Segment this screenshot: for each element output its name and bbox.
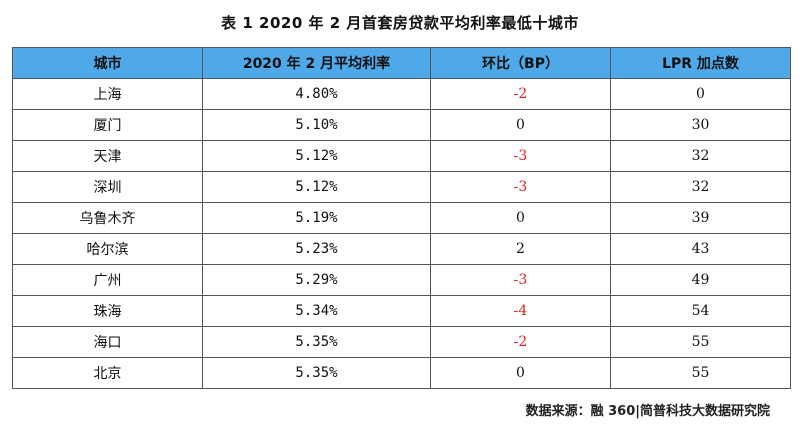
mom-cell: -3 [430, 140, 611, 172]
city-cell: 海口 [12, 326, 203, 358]
table-header-row: 城市 2020 年 2 月平均利率 环比（BP） LPR 加点数 [12, 47, 791, 79]
table-row: 海口 5.35% -2 55 [12, 326, 791, 358]
header-lpr: LPR 加点数 [610, 47, 791, 79]
city-cell: 上海 [12, 78, 203, 110]
table-row: 天津 5.12% -3 32 [12, 140, 791, 172]
mom-cell: -3 [430, 171, 611, 203]
rate-cell: 5.10% [202, 109, 431, 141]
table-row: 乌鲁木齐 5.19% 0 39 [12, 202, 791, 234]
mom-cell: -4 [430, 295, 611, 327]
mom-cell: -2 [430, 326, 611, 358]
lpr-cell: 43 [610, 233, 791, 265]
lpr-cell: 30 [610, 109, 791, 141]
city-cell: 乌鲁木齐 [12, 202, 203, 234]
rate-cell: 5.35% [202, 326, 431, 358]
city-cell: 广州 [12, 264, 203, 296]
rate-cell: 5.12% [202, 171, 431, 203]
rate-cell: 5.19% [202, 202, 431, 234]
lpr-cell: 55 [610, 357, 791, 389]
lpr-cell: 55 [610, 326, 791, 358]
rate-cell: 5.34% [202, 295, 431, 327]
table-body: 上海 4.80% -2 0 厦门 5.10% 0 30 天津 5.12% -3 … [12, 78, 791, 389]
rate-cell: 4.80% [202, 78, 431, 110]
city-cell: 北京 [12, 357, 203, 389]
city-cell: 珠海 [12, 295, 203, 327]
mom-cell: -3 [430, 264, 611, 296]
rate-cell: 5.29% [202, 264, 431, 296]
rate-table: 城市 2020 年 2 月平均利率 环比（BP） LPR 加点数 上海 4.80… [12, 47, 791, 389]
table-row: 广州 5.29% -3 49 [12, 264, 791, 296]
lpr-cell: 39 [610, 202, 791, 234]
table-row: 北京 5.35% 0 55 [12, 357, 791, 389]
rate-cell: 5.12% [202, 140, 431, 172]
table-row: 珠海 5.34% -4 54 [12, 295, 791, 327]
table-title: 表 1 2020 年 2 月首套房贷款平均利率最低十城市 [221, 14, 579, 32]
header-mom: 环比（BP） [430, 47, 611, 79]
lpr-cell: 54 [610, 295, 791, 327]
mom-cell: 0 [430, 202, 611, 234]
mom-cell: 0 [430, 357, 611, 389]
lpr-cell: 32 [610, 171, 791, 203]
mom-cell: -2 [430, 78, 611, 110]
table-row: 深圳 5.12% -3 32 [12, 171, 791, 203]
rate-cell: 5.35% [202, 357, 431, 389]
table-row: 厦门 5.10% 0 30 [12, 109, 791, 141]
lpr-cell: 32 [610, 140, 791, 172]
mom-cell: 0 [430, 109, 611, 141]
city-cell: 哈尔滨 [12, 233, 203, 265]
city-cell: 深圳 [12, 171, 203, 203]
data-source-note: 数据来源：融 360|简普科技大数据研究院 [525, 404, 770, 419]
city-cell: 天津 [12, 140, 203, 172]
rate-cell: 5.23% [202, 233, 431, 265]
header-rate: 2020 年 2 月平均利率 [202, 47, 431, 79]
lpr-cell: 49 [610, 264, 791, 296]
table-row: 哈尔滨 5.23% 2 43 [12, 233, 791, 265]
mom-cell: 2 [430, 233, 611, 265]
city-cell: 厦门 [12, 109, 203, 141]
header-city: 城市 [12, 47, 203, 79]
lpr-cell: 0 [610, 78, 791, 110]
table-row: 上海 4.80% -2 0 [12, 78, 791, 110]
